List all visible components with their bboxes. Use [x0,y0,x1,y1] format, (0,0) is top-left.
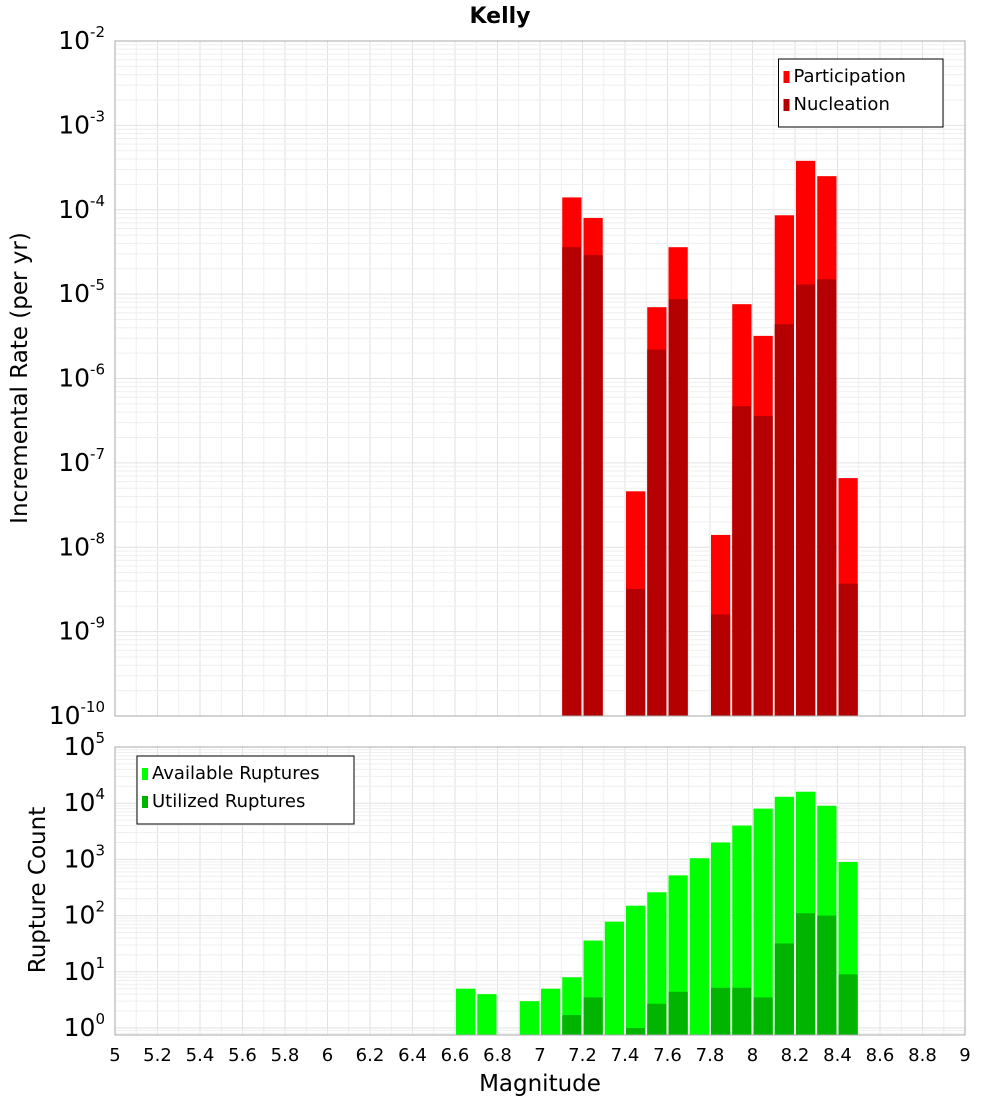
y-tick-label: 101 [64,954,105,986]
y-axis-label-count: Rupture Count [25,807,51,973]
bar-utilized-ruptures [732,987,752,1035]
x-tick-label: 6 [322,1045,333,1066]
bar-available-ruptures [477,994,497,1035]
x-tick-label: 5 [109,1045,120,1066]
bar-nucleation [711,614,731,716]
x-tick-label: 9 [959,1045,970,1066]
y-tick-label: 105 [64,729,105,761]
grid [115,41,965,716]
bars [562,160,858,717]
bar-available-ruptures [711,842,731,1035]
x-tick-label: 5.8 [271,1045,300,1066]
x-tick-label: 5.2 [143,1045,172,1066]
bar-utilized-ruptures [711,987,731,1035]
bar-utilized-ruptures [583,997,603,1035]
bar-utilized-ruptures [626,1027,646,1035]
bar-nucleation [753,415,773,716]
bar-nucleation [838,583,858,716]
bar-utilized-ruptures [562,1015,582,1035]
legend-box [136,755,355,825]
x-tick-label: 6.2 [356,1045,385,1066]
x-tick-label: 7 [534,1045,545,1066]
top-panel-rate-plot: 10-10 10-9 10-8 10-7 10-6 10-5 10-4 10-3 10-2 Par… [49,23,966,730]
x-tick-label: 6.4 [398,1045,427,1066]
x-tick-label: 8 [747,1045,758,1066]
y-tick-label: 10-7 [58,445,105,477]
legend-swatch [142,796,148,808]
y-tick-label: 102 [64,898,105,930]
bottom-panel-rupture-count-plot: 100 101 102 103 104 105 5 5.2 5.4 5.6 5.8 6 6.2 6.4 6.… [64,729,971,1066]
bar-available-ruptures [456,988,476,1035]
bar-utilized-ruptures [817,915,837,1035]
bar-available-ruptures [604,921,624,1035]
y-tick-label: 10-10 [49,698,105,730]
y-tick-label: 104 [64,785,105,817]
y-tick-label: 10-3 [58,107,105,139]
bar-nucleation [796,284,816,716]
bar-utilized-ruptures [838,974,858,1035]
legend-label: Participation [794,66,906,87]
legend-label: Available Ruptures [152,763,320,784]
y-tick-label: 100 [64,1010,105,1042]
x-tick-label: 6.8 [483,1045,512,1066]
bar-nucleation [647,349,667,716]
bar-utilized-ruptures [668,991,688,1035]
y-tick-label: 10-5 [58,276,105,308]
chart-title: Kelly [469,4,530,29]
bar-available-ruptures [626,905,646,1035]
x-tick-label: 8.6 [866,1045,895,1066]
x-axis-label-magnitude: Magnitude [479,1071,601,1097]
y-tick-label: 10-6 [58,361,105,393]
bar-nucleation [817,279,837,716]
bar-available-ruptures [753,808,773,1035]
x-tick-label: 6.6 [441,1045,470,1066]
legend: Participation Nucleation [778,58,944,128]
bar-nucleation [626,589,646,716]
y-tick-label: 10-9 [58,614,105,646]
legend-swatch [783,99,790,111]
bar-available-ruptures [519,1001,539,1035]
x-tick-label: 5.6 [228,1045,257,1066]
legend-label: Nucleation [794,94,890,115]
x-tick-labels: 5 5.2 5.4 5.6 5.8 6 6.2 6.4 6.6 6.8 7 7.2 7.4 7.6 7.8 8… [109,1045,970,1066]
x-tick-label: 7.6 [653,1045,682,1066]
y-tick-labels: 10-10 10-9 10-8 10-7 10-6 10-5 10-4 10-3 10-2 [49,23,105,730]
x-tick-label: 7.8 [696,1045,725,1066]
bars [456,791,858,1035]
bar-nucleation [732,406,752,716]
legend-swatch [783,71,790,83]
legend-box [778,58,944,128]
bar-nucleation [774,324,794,716]
x-tick-label: 8.2 [781,1045,810,1066]
y-tick-label: 103 [64,841,105,873]
y-tick-label: 10-2 [58,23,105,55]
y-tick-labels: 100 101 102 103 104 105 [64,729,105,1042]
y-tick-label: 10-8 [58,529,105,561]
bar-nucleation [668,299,688,716]
bar-available-ruptures [541,988,561,1035]
x-tick-label: 8.8 [908,1045,937,1066]
bar-utilized-ruptures [647,1003,667,1035]
x-tick-label: 7.4 [611,1045,640,1066]
plot-frame [114,40,966,717]
bar-utilized-ruptures [753,997,773,1035]
bar-utilized-ruptures [774,943,794,1035]
x-tick-label: 5.4 [186,1045,215,1066]
legend: Available Ruptures Utilized Ruptures [136,755,355,825]
x-tick-label: 8.4 [823,1045,852,1066]
plot-frame [114,746,966,1036]
bar-utilized-ruptures [796,913,816,1035]
y-tick-label: 10-4 [58,192,105,224]
bar-available-ruptures [689,858,709,1035]
legend-swatch [142,768,148,780]
bar-available-ruptures [732,825,752,1035]
x-tick-label: 7.2 [568,1045,597,1066]
bar-nucleation [562,247,582,716]
y-axis-label-rate: Incremental Rate (per yr) [7,232,33,524]
bar-nucleation [583,255,603,716]
bar-available-ruptures [647,892,667,1035]
legend-label: Utilized Ruptures [152,791,305,812]
